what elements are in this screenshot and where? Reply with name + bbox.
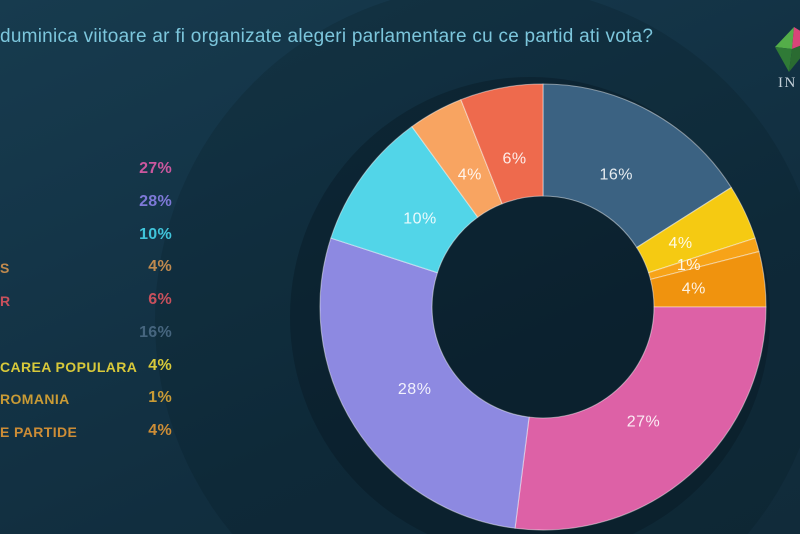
- donut-slice-labels: 16% 4% 1% 4% 27% 28% 10% 4% 6%: [398, 150, 706, 431]
- legend-label: CAREA POPULARA: [0, 358, 138, 375]
- legend-label: S: [0, 260, 10, 277]
- legend-label: R: [0, 293, 11, 309]
- legend-label: E PARTIDE: [0, 424, 78, 440]
- legend-value: 4%: [148, 422, 172, 439]
- slice-label: 28%: [398, 381, 432, 398]
- legend-row: S 4%: [0, 258, 172, 278]
- slice-label: 6%: [502, 150, 526, 167]
- donut-slice: [411, 99, 503, 218]
- donut-slice: [460, 83, 544, 205]
- legend-row: 10%: [0, 226, 172, 246]
- slice-label: 4%: [682, 281, 706, 298]
- page-title: duminica viitoare ar fi organizate alege…: [0, 26, 654, 47]
- legend-row: CAREA POPULARA 4%: [0, 357, 172, 377]
- inscop-logo: IN: [772, 26, 800, 96]
- donut-slice: [330, 126, 479, 274]
- donut-slice: [514, 306, 767, 531]
- donut-slice: [319, 237, 530, 529]
- legend-value: 27%: [139, 160, 172, 177]
- slice-label: 27%: [627, 414, 661, 431]
- legend-value: 6%: [148, 291, 172, 308]
- slice-label: 10%: [403, 210, 437, 227]
- slice-label: 4%: [458, 166, 482, 183]
- slice-label: 1%: [677, 257, 701, 274]
- legend-row: 16%: [0, 324, 172, 344]
- legend-row: 27%: [0, 160, 172, 180]
- inscop-logo-text: IN: [778, 75, 797, 91]
- legend-label: ROMANIA: [0, 391, 70, 408]
- slice-label: 4%: [668, 235, 692, 252]
- legend-row: E PARTIDE 4%: [0, 422, 172, 442]
- inscop-logo-icon: [775, 27, 800, 72]
- legend-value: 1%: [148, 389, 172, 407]
- slice-label: 16%: [599, 166, 633, 183]
- legend-row: R 6%: [0, 291, 172, 311]
- legend-row: 28%: [0, 193, 172, 213]
- chart-legend: 27% 28% 10% S 4% R 6% 16% CAREA POPULARA 4% ROMANI…: [0, 0, 172, 534]
- legend-value: 16%: [139, 323, 172, 341]
- legend-value: 28%: [139, 192, 172, 210]
- legend-value: 4%: [148, 356, 172, 374]
- legend-value: 10%: [139, 225, 172, 243]
- legend-value: 4%: [148, 258, 172, 276]
- legend-row: ROMANIA 1%: [0, 389, 172, 409]
- donut-slices: [319, 83, 767, 531]
- donut-slice: [542, 83, 732, 249]
